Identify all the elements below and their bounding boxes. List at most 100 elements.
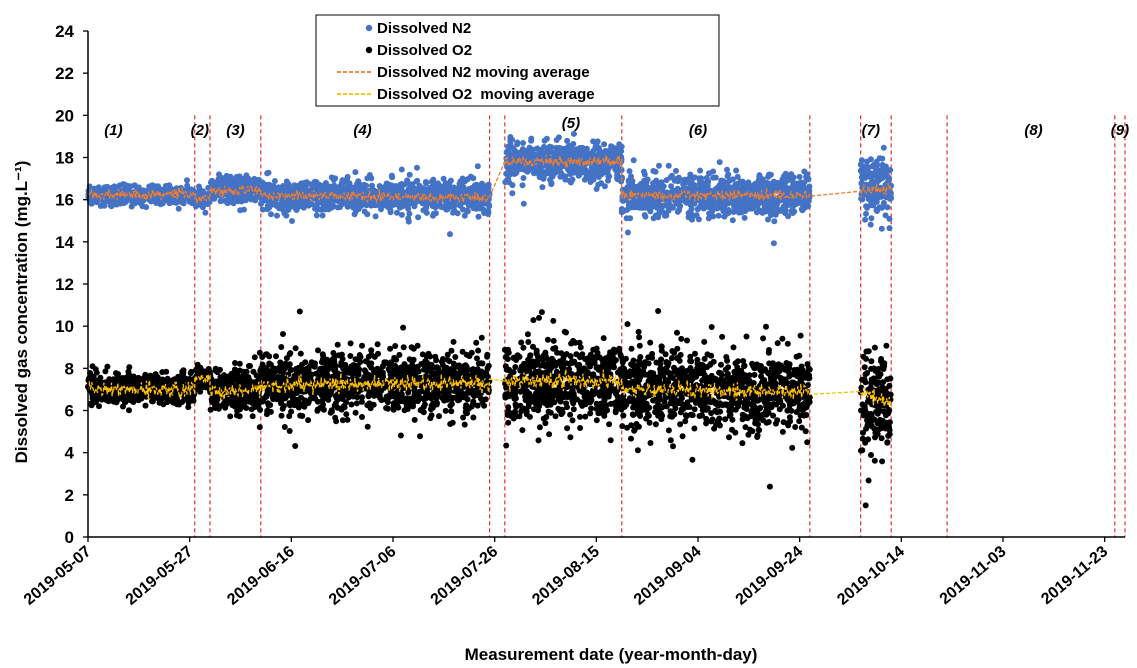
data-point [530,343,536,350]
data-point [287,402,294,409]
data-point [248,381,255,388]
data-point [658,416,665,423]
data-point [584,396,591,403]
data-point [801,400,808,407]
data-point [674,345,681,352]
data-point [688,358,695,365]
data-point [367,405,374,412]
data-point [668,355,675,362]
data-point [652,409,659,416]
data-point [396,365,403,372]
data-point [724,357,731,364]
data-point [806,394,813,401]
data-point [368,347,375,354]
data-point [444,351,451,358]
data-point [785,422,792,429]
data-point [439,371,446,378]
data-point [387,363,393,370]
data-point [465,405,472,412]
data-point [722,416,729,423]
data-point [262,367,269,374]
data-point [879,362,886,369]
data-point [348,369,355,376]
data-point [775,361,782,368]
data-point [156,399,163,406]
data-point [544,336,551,343]
data-point [863,355,869,362]
data-point [635,423,642,430]
data-point [342,364,349,371]
data-point [631,427,638,434]
data-point [424,359,431,366]
data-point [530,317,537,324]
data-point [732,429,739,436]
data-point [804,361,811,368]
data-point [410,363,416,370]
data-point [766,347,772,353]
data-point [225,396,232,403]
data-point [261,375,268,381]
data-point [555,405,562,412]
data-point [621,365,628,372]
data-point [448,347,455,354]
data-point [109,200,116,207]
data-point [400,324,407,331]
data-point [366,400,373,407]
data-point [653,359,660,366]
data-point [269,376,276,383]
data-point [786,414,793,421]
data-point [674,329,680,336]
data-point [250,396,257,403]
data-point [324,359,331,366]
data-point [640,400,647,407]
data-point [806,372,813,379]
data-point [477,390,484,397]
data-point [540,415,547,422]
data-point [699,377,706,384]
data-point [715,379,722,386]
data-point [156,376,162,383]
data-point [763,399,770,406]
data-point [516,353,523,360]
data-point [279,405,286,412]
data-point [655,308,662,314]
data-point [701,338,708,345]
data-point [511,395,518,402]
data-point [213,398,220,405]
data-point [673,369,680,376]
data-point [886,424,892,431]
data-point [626,395,633,402]
data-point [577,413,583,420]
data-point [868,358,875,365]
data-point [657,366,664,372]
data-point [260,398,267,405]
data-point [636,342,643,349]
data-point [460,384,467,391]
data-point [689,456,696,463]
data-point [221,197,228,204]
data-point [519,427,526,434]
data-point [587,410,594,417]
data-point [296,308,303,315]
data-point [454,374,461,381]
data-point [691,406,698,413]
data-point [408,395,415,402]
data-point [395,394,402,401]
data-point [865,398,871,405]
data-point [313,212,320,219]
data-point [582,413,589,420]
data-point [452,354,459,360]
data-point [545,408,552,415]
data-point [683,368,690,375]
data-point [789,444,796,451]
data-point [720,383,727,390]
data-point [697,366,704,373]
data-point [804,439,811,446]
data-point [577,425,584,431]
data-point [396,351,403,358]
data-point [447,402,454,409]
data-point [348,401,355,408]
data-point [305,417,312,424]
data-point [624,321,631,328]
data-point [637,354,644,360]
